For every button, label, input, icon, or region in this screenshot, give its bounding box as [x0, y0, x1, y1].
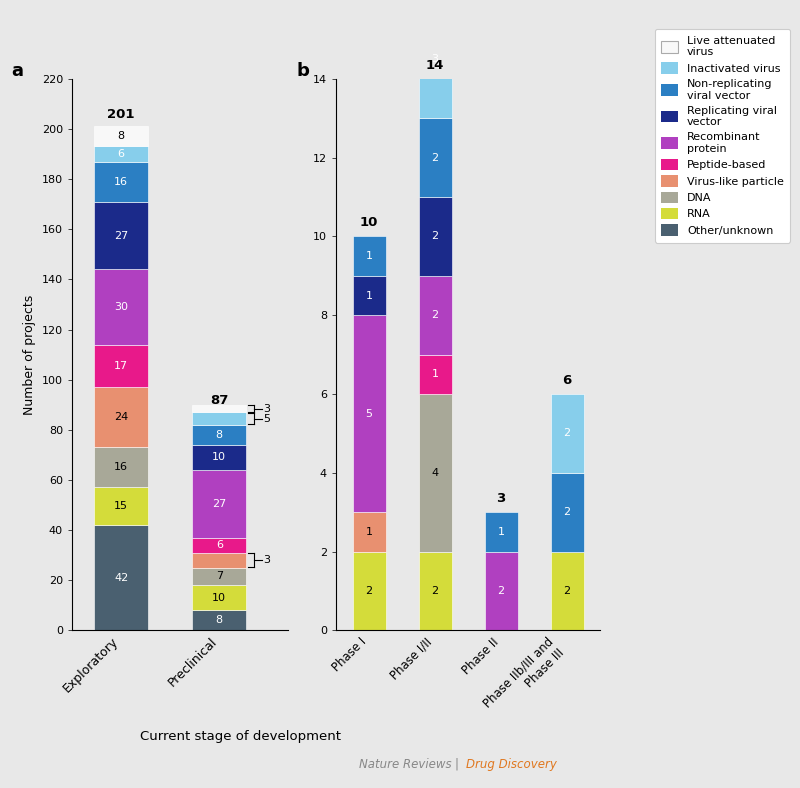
Text: 24: 24 [114, 412, 128, 422]
Text: 7: 7 [216, 571, 223, 582]
Text: 10: 10 [212, 593, 226, 603]
Bar [418, 552, 451, 630]
Text: b: b [296, 62, 310, 80]
Bar [353, 512, 386, 552]
Text: 8: 8 [118, 132, 125, 142]
Bar [485, 552, 518, 630]
Bar [94, 387, 148, 448]
Text: Drug Discovery: Drug Discovery [466, 758, 557, 771]
Bar [192, 445, 246, 470]
Text: 27: 27 [212, 499, 226, 509]
Bar [94, 269, 148, 344]
Text: 1: 1 [431, 370, 438, 379]
Text: 5: 5 [366, 409, 373, 418]
Bar [353, 552, 386, 630]
Bar [94, 162, 148, 202]
Text: 87: 87 [210, 394, 229, 407]
Text: 27: 27 [114, 231, 128, 240]
Bar [192, 412, 246, 425]
Text: 10: 10 [212, 452, 226, 463]
Text: 15: 15 [114, 501, 128, 511]
Bar [353, 236, 386, 276]
Text: 2: 2 [431, 586, 438, 596]
Text: 14: 14 [426, 59, 444, 72]
Text: 42: 42 [114, 573, 128, 583]
Bar [418, 355, 451, 394]
Text: 4: 4 [431, 468, 438, 478]
Bar [418, 118, 451, 197]
Text: 2: 2 [563, 586, 570, 596]
Bar [192, 537, 246, 552]
Bar [192, 611, 246, 630]
Text: 8: 8 [216, 429, 223, 440]
Bar [192, 470, 246, 537]
Text: 6: 6 [118, 149, 125, 159]
Bar [94, 147, 148, 162]
Bar [94, 344, 148, 387]
Bar [418, 394, 451, 552]
Bar [550, 552, 583, 630]
Text: 3: 3 [263, 403, 270, 414]
Bar [94, 525, 148, 630]
Legend: Live attenuated
virus, Inactivated virus, Non-replicating
viral vector, Replicat: Live attenuated virus, Inactivated virus… [654, 29, 790, 243]
Text: 2: 2 [431, 232, 438, 241]
Text: Current stage of development: Current stage of development [139, 730, 341, 743]
Bar [192, 552, 246, 567]
Text: 10: 10 [360, 217, 378, 229]
Text: 16: 16 [114, 463, 128, 473]
Text: 2: 2 [498, 586, 505, 596]
Bar [353, 315, 386, 512]
Bar [485, 512, 518, 552]
Text: 6: 6 [562, 374, 572, 387]
Text: 3: 3 [263, 556, 270, 565]
Text: a: a [11, 62, 23, 80]
Text: 2: 2 [431, 310, 438, 320]
Bar [418, 0, 451, 118]
Y-axis label: Number of projects: Number of projects [23, 295, 36, 414]
Text: 6: 6 [216, 540, 222, 550]
Text: 3: 3 [496, 492, 506, 505]
Text: 16: 16 [114, 177, 128, 187]
Text: 2: 2 [563, 429, 570, 438]
Text: 5: 5 [263, 414, 270, 423]
Text: 1: 1 [366, 251, 373, 261]
Bar [192, 585, 246, 611]
Bar [94, 488, 148, 525]
Text: 30: 30 [114, 302, 128, 312]
Bar [550, 394, 583, 473]
Text: |: | [454, 758, 458, 771]
Text: 1: 1 [366, 291, 373, 300]
Bar [192, 425, 246, 445]
Text: 2: 2 [366, 586, 373, 596]
Bar [418, 276, 451, 355]
Text: 1: 1 [366, 527, 373, 537]
Bar [94, 202, 148, 269]
Bar [94, 126, 148, 147]
Text: 2: 2 [563, 507, 570, 517]
Text: 201: 201 [107, 109, 135, 121]
Text: 3: 3 [431, 54, 438, 64]
Text: 2: 2 [431, 153, 438, 162]
Text: 8: 8 [216, 615, 223, 626]
Bar [192, 567, 246, 585]
Bar [192, 405, 246, 412]
Bar [94, 448, 148, 488]
Text: Nature Reviews: Nature Reviews [359, 758, 452, 771]
Bar [550, 473, 583, 552]
Bar [418, 197, 451, 276]
Bar [353, 276, 386, 315]
Text: 1: 1 [498, 527, 505, 537]
Text: 17: 17 [114, 361, 128, 371]
